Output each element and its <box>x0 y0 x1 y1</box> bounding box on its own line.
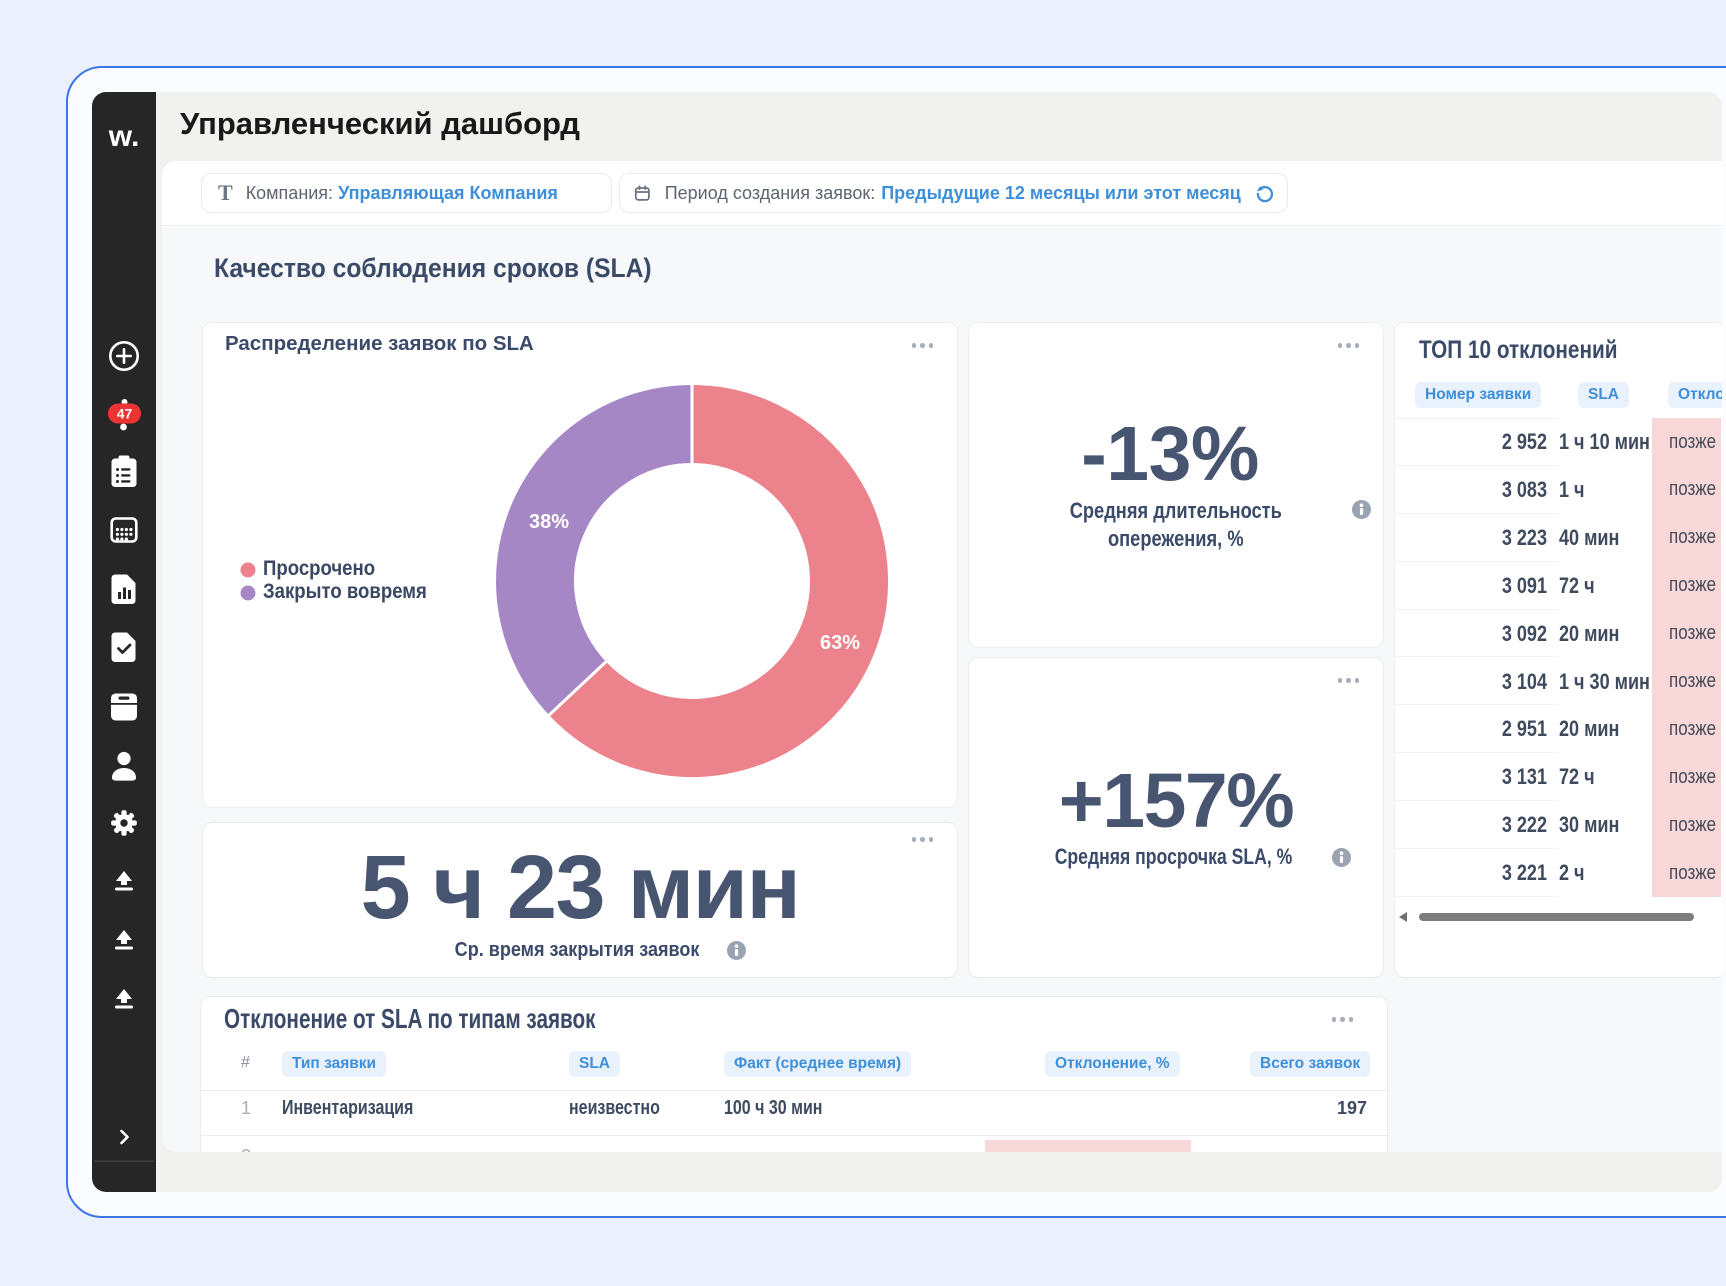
svg-text:w.: w. <box>108 120 140 153</box>
svg-text:47: 47 <box>117 406 133 422</box>
